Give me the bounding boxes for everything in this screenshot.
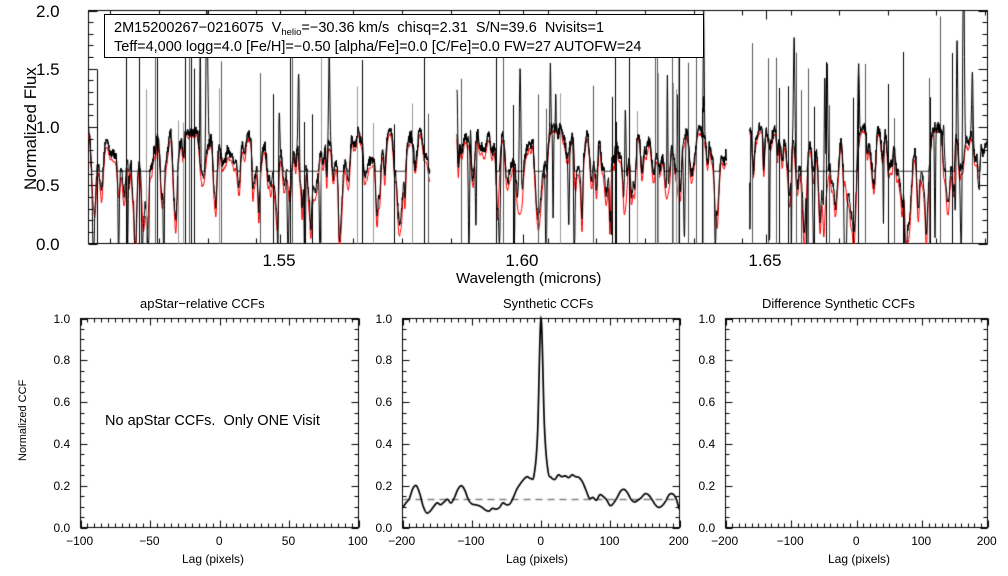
- ccf-panel-1-y-tick-0.0: 0.0: [375, 520, 393, 535]
- info-line1-suffix: =−30.36 km/s chisq=2.31 S/N=39.6 Nvisits…: [301, 20, 605, 36]
- ccf-panel-2-y-tick-0.0: 0.0: [698, 520, 716, 535]
- ccf-panel-2-x-axis-label: Lag (pixels): [828, 552, 891, 566]
- ccf-panel-2-y-tick-0.2: 0.2: [698, 478, 716, 493]
- ccf-panel-2-y-tick-0.8: 0.8: [698, 353, 716, 368]
- ccf-panel-1-y-tick-0.6: 0.6: [375, 395, 393, 410]
- ccf-panel-0-y-tick-0.0: 0.0: [53, 520, 71, 535]
- ccf-panel-0-x-tick-0: 0: [215, 533, 223, 548]
- spectrum-y-tick-1.5: 1.5: [36, 59, 60, 79]
- spectrum-y-tick-0.0: 0.0: [36, 234, 60, 254]
- ccf-panel-0-x-axis-label: Lag (pixels): [182, 552, 245, 566]
- ccf-panel-2-x-tick-100: 100: [911, 533, 932, 548]
- info-line1-prefix: 2M15200267−0216075 V: [114, 20, 282, 36]
- ccf-panel-0-y-tick-1.0: 1.0: [53, 311, 71, 326]
- panel-title-synthetic-ccfs: Synthetic CCFs: [503, 296, 594, 311]
- ccf-panel-0-y-tick-0.2: 0.2: [53, 478, 71, 493]
- ccf-panel-1-y-tick-0.4: 0.4: [375, 436, 393, 451]
- spectrum-y-tick-0.5: 0.5: [36, 176, 60, 196]
- panel-title-difference-synthetic-ccfs: Difference Synthetic CCFs: [762, 296, 915, 311]
- ccf-panel-2-x-tick-0: 0: [852, 533, 860, 548]
- ccf-panel-1-y-tick-0.2: 0.2: [375, 478, 393, 493]
- ccf-panel-2-y-tick-1.0: 1.0: [698, 311, 716, 326]
- spectrum-y-tick-2.0: 2.0: [36, 1, 60, 21]
- ccf-y-axis-label: Normalized CCF: [17, 379, 29, 461]
- ccf-panel-1-x-tick-100: 100: [599, 533, 620, 548]
- ccf-panel-0-x-tick-50: 50: [281, 533, 296, 548]
- spectrum-x-tick-1.55: 1.55: [262, 250, 296, 270]
- ccf-panel-2-x-tick-200: 200: [976, 533, 997, 548]
- ccf-panel-1-x-axis-label: Lag (pixels): [506, 552, 569, 566]
- ccf-panel-0-y-tick-0.8: 0.8: [53, 353, 71, 368]
- ccf-panel-1-x-tick-neg100: −100: [457, 533, 485, 548]
- star-parameters-info-box: 2M15200267−0216075 Vhelio=−30.36 km/s ch…: [104, 14, 704, 58]
- ccf-panel-2-y-tick-0.6: 0.6: [698, 395, 716, 410]
- ccf-panel-1-y-tick-0.8: 0.8: [375, 353, 393, 368]
- info-box-line-1: 2M15200267−0216075 Vhelio=−30.36 km/s ch…: [114, 19, 695, 38]
- ccf-panel-0-x-tick-100: 100: [347, 533, 368, 548]
- ccf-panel-0-x-tick-neg100: −100: [66, 533, 94, 548]
- vhelio-subscript: helio: [281, 27, 302, 38]
- spectrum-x-tick-1.60: 1.60: [505, 250, 539, 270]
- ccf-panel-1-x-tick-200: 200: [668, 533, 689, 548]
- spectrum-x-tick-1.65: 1.65: [748, 250, 782, 270]
- ccf-panel-1-x-tick-0: 0: [537, 533, 545, 548]
- ccf-panel-0-y-tick-0.4: 0.4: [53, 436, 71, 451]
- ccf-panel-1-y-tick-1.0: 1.0: [375, 311, 393, 326]
- no-apstar-ccf-message: No apStar CCFs. Only ONE Visit: [105, 413, 320, 429]
- ccf-panel-1-x-tick-neg200: −200: [388, 533, 416, 548]
- spectrum-y-tick-1.0: 1.0: [36, 118, 60, 137]
- ccf-panel-2-y-tick-0.4: 0.4: [698, 436, 716, 451]
- ccf-panel-0-x-tick-neg50: −50: [139, 533, 160, 548]
- ccf-panel-2-x-tick-neg200: −200: [711, 533, 739, 548]
- info-box-line-2: Teff=4,000 logg=4.0 [Fe/H]=−0.50 [alpha/…: [114, 38, 642, 55]
- panel-title-apstar-relative-ccfs: apStar−relative CCFs: [140, 296, 265, 311]
- ccf-panel-2-x-tick-neg100: −100: [776, 533, 804, 548]
- spectrum-x-axis-label: Wavelength (microns): [456, 270, 602, 287]
- ccf-panel-0-y-tick-0.6: 0.6: [53, 395, 71, 410]
